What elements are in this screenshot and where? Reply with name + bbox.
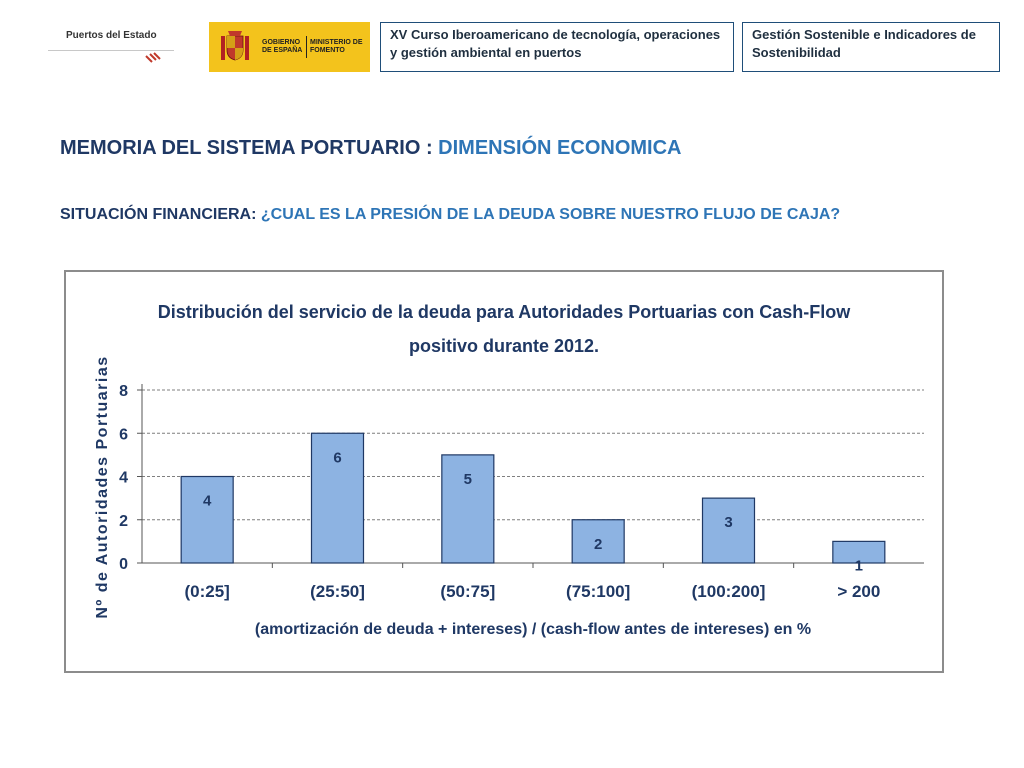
puertos-del-estado-logo: Puertos del Estado: [48, 28, 174, 68]
page-subtitle-highlight: ¿CUAL ES LA PRESIÓN DE LA DEUDA SOBRE NU…: [260, 206, 841, 223]
y-axis-title: Nº de Autoridades Portuarias: [94, 355, 111, 618]
y-tick-label: 8: [119, 383, 128, 400]
bar-data-label: 4: [203, 493, 212, 510]
bar: [701, 497, 756, 564]
ministerio-text: MINISTERIO DE FOMENTO: [310, 39, 363, 54]
x-tick-label: (100:200]: [692, 582, 766, 601]
x-tick-label: (25:50]: [310, 582, 365, 601]
x-tick-label: (0:25]: [184, 582, 229, 601]
page-title: MEMORIA DEL SISTEMA PORTUARIO : DIMENSIÓ…: [60, 137, 682, 160]
chart-container: Distribución del servicio de la deuda pa…: [64, 270, 944, 673]
bar: [310, 432, 365, 564]
puertos-logo-text: Puertos del Estado: [66, 30, 157, 41]
x-tick-label: > 200: [837, 582, 880, 601]
chart-title-line1: Distribución del servicio de la deuda pa…: [158, 302, 851, 322]
bar-chart: Distribución del servicio de la deuda pa…: [94, 302, 924, 638]
bar: [832, 540, 886, 564]
chart-title-line2: positivo durante 2012.: [409, 336, 599, 356]
gobierno-espana-logo: GOBIERNO DE ESPAÑA MINISTERIO DE FOMENTO: [209, 22, 370, 72]
bar: [441, 454, 495, 564]
bar: [571, 519, 625, 564]
x-tick-label: (75:100]: [566, 582, 630, 601]
page-subtitle: SITUACIÓN FINANCIERA: ¿CUAL ES LA PRESIÓ…: [60, 206, 840, 224]
logo-divider: [48, 50, 174, 51]
spain-coat-of-arms-icon: [221, 31, 249, 61]
topic-title-box: Gestión Sostenible e Indicadores de Sost…: [742, 22, 1000, 72]
logo-separator: [306, 36, 307, 58]
bar-data-label: 3: [724, 514, 732, 531]
bar-data-label: 2: [594, 536, 602, 553]
y-tick-label: 4: [119, 470, 128, 487]
bar: [180, 475, 234, 564]
bar-data-label: 6: [333, 449, 341, 466]
y-tick-label: 2: [119, 513, 128, 530]
page-title-prefix: MEMORIA DEL SISTEMA PORTUARIO :: [60, 137, 439, 159]
y-tick-label: 6: [119, 426, 128, 443]
bar-data-label: 5: [464, 471, 472, 488]
puertos-mark-icon: [145, 52, 161, 63]
gobierno-text: GOBIERNO DE ESPAÑA: [262, 39, 303, 54]
bar-data-label: 1: [855, 557, 863, 574]
x-tick-label: (50:75]: [440, 582, 495, 601]
x-axis-title: (amortización de deuda + intereses) / (c…: [255, 621, 811, 638]
course-title-box: XV Curso Iberoamericano de tecnología, o…: [380, 22, 734, 72]
y-tick-label: 0: [119, 556, 128, 573]
page-title-highlight: DIMENSIÓN ECONOMICA: [438, 137, 682, 159]
page-subtitle-prefix: SITUACIÓN FINANCIERA:: [60, 206, 261, 223]
